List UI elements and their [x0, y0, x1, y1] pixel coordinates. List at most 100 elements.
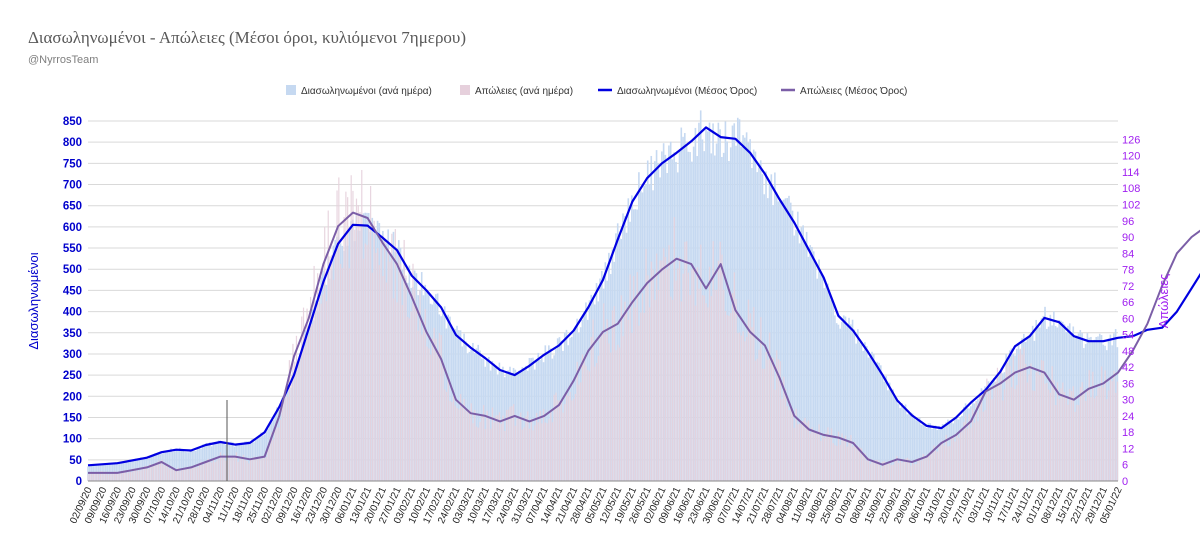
- bar-deaths-daily: [626, 311, 628, 481]
- bar-deaths-daily: [555, 392, 557, 481]
- bar-deaths-daily: [989, 389, 991, 481]
- bar-deaths-daily: [257, 459, 259, 481]
- bar-deaths-daily: [331, 255, 333, 481]
- bar-deaths-daily: [954, 441, 956, 481]
- bar-intubated-daily: [895, 397, 898, 481]
- bar-deaths-daily: [491, 407, 494, 481]
- bar-deaths-daily: [569, 391, 571, 481]
- y-right-tick-label: 66: [1122, 297, 1134, 309]
- line-intubated-average: [87, 126, 1200, 467]
- bar-deaths-daily: [248, 463, 250, 481]
- bar-deaths-daily: [620, 295, 622, 481]
- bar-deaths-daily: [551, 422, 554, 481]
- bar-intubated-daily: [765, 171, 767, 481]
- bar-deaths-daily: [933, 445, 935, 481]
- bar-deaths-daily: [558, 400, 561, 481]
- bar-deaths-daily: [680, 301, 682, 481]
- y-right-tick-label: 36: [1122, 378, 1134, 390]
- bar-deaths-daily: [783, 376, 785, 481]
- bar-deaths-daily: [804, 417, 806, 481]
- bar-deaths-daily: [837, 431, 840, 481]
- bar-deaths-daily: [1095, 396, 1097, 481]
- bar-deaths-daily: [313, 265, 315, 481]
- bar-intubated-daily: [887, 390, 889, 481]
- bar-intubated-daily: [484, 366, 487, 481]
- bar-deaths-daily: [852, 446, 854, 481]
- bar-deaths-daily: [912, 461, 914, 481]
- bar-deaths-daily: [387, 248, 389, 481]
- legend-label: Απώλειες (ανά ημέρα): [475, 85, 573, 97]
- bar-deaths-daily: [504, 430, 506, 481]
- bar-intubated-daily: [265, 428, 268, 481]
- bar-intubated-daily: [758, 167, 760, 481]
- bar-deaths-daily: [237, 461, 239, 481]
- bar-intubated-daily: [842, 315, 845, 481]
- bar-deaths-daily: [1012, 356, 1014, 481]
- bar-deaths-daily: [703, 295, 705, 481]
- bar-intubated-daily: [767, 198, 769, 482]
- bar-deaths-daily: [809, 433, 811, 481]
- bar-intubated-daily: [830, 300, 833, 481]
- bar-deaths-daily: [472, 423, 474, 481]
- bar-deaths-daily: [590, 337, 592, 481]
- bar-deaths-daily: [1101, 366, 1103, 481]
- bar-deaths-daily: [272, 439, 275, 481]
- bar-deaths-daily: [1115, 392, 1117, 481]
- bar-deaths-daily: [242, 454, 245, 481]
- bar-deaths-daily: [1088, 370, 1090, 481]
- bar-deaths-daily: [156, 462, 158, 481]
- bar-deaths-daily: [892, 464, 894, 481]
- bar-deaths-daily: [479, 421, 481, 481]
- bar-intubated-daily: [925, 428, 928, 481]
- bar-deaths-daily: [304, 345, 306, 481]
- bar-deaths-daily: [709, 266, 711, 481]
- bar-deaths-daily: [975, 401, 977, 481]
- bar-intubated-daily: [825, 283, 827, 481]
- bar-deaths-daily: [113, 471, 116, 481]
- bar-deaths-daily: [859, 447, 861, 481]
- bar-intubated-daily: [828, 293, 831, 481]
- bar-deaths-daily: [290, 374, 292, 481]
- bar-intubated-daily: [888, 382, 891, 481]
- bar-deaths-daily: [848, 440, 850, 481]
- bar-deaths-daily: [793, 427, 795, 481]
- y-right-tick-label: 96: [1122, 216, 1134, 228]
- bar-intubated-daily: [851, 319, 854, 481]
- bar-deaths-daily: [209, 461, 211, 481]
- bar-deaths-daily: [135, 469, 137, 481]
- bar-deaths-daily: [961, 431, 963, 481]
- y-right-tick-label: 24: [1122, 411, 1134, 423]
- bar-intubated-daily: [837, 324, 840, 481]
- bar-intubated-daily: [209, 442, 211, 481]
- bar-intubated-daily: [186, 452, 188, 481]
- bar-intubated-daily: [115, 462, 118, 481]
- average-lines: [87, 126, 1200, 474]
- bar-deaths-daily: [265, 457, 268, 481]
- y-right-tick-label: 114: [1122, 167, 1140, 179]
- bar-intubated-daily: [892, 389, 894, 481]
- bar-deaths-daily: [520, 412, 522, 481]
- bar-deaths-daily: [887, 463, 889, 481]
- bar-deaths-daily: [507, 409, 509, 481]
- bar-deaths-daily: [701, 295, 704, 481]
- bar-deaths-daily: [675, 280, 677, 481]
- bar-deaths-daily: [615, 350, 617, 481]
- bar-deaths-daily: [219, 452, 222, 481]
- bar-deaths-daily: [850, 435, 852, 481]
- bar-deaths-daily: [332, 279, 335, 481]
- y-left-tick-label: 400: [63, 307, 82, 319]
- bar-deaths-daily: [977, 421, 979, 481]
- bar-intubated-daily: [171, 452, 174, 481]
- bar-deaths-daily: [535, 412, 538, 481]
- bar-intubated-daily: [756, 172, 759, 481]
- bar-deaths-daily: [993, 386, 995, 481]
- bar-deaths-daily: [527, 411, 529, 481]
- bar-deaths-daily: [311, 324, 313, 481]
- bar-intubated-daily: [902, 407, 905, 481]
- bar-deaths-daily: [917, 458, 919, 481]
- bar-deaths-daily: [94, 474, 96, 481]
- bar-deaths-daily: [813, 432, 815, 481]
- bar-deaths-daily: [226, 454, 229, 481]
- bar-deaths-daily: [468, 409, 471, 481]
- bar-intubated-daily: [908, 413, 910, 481]
